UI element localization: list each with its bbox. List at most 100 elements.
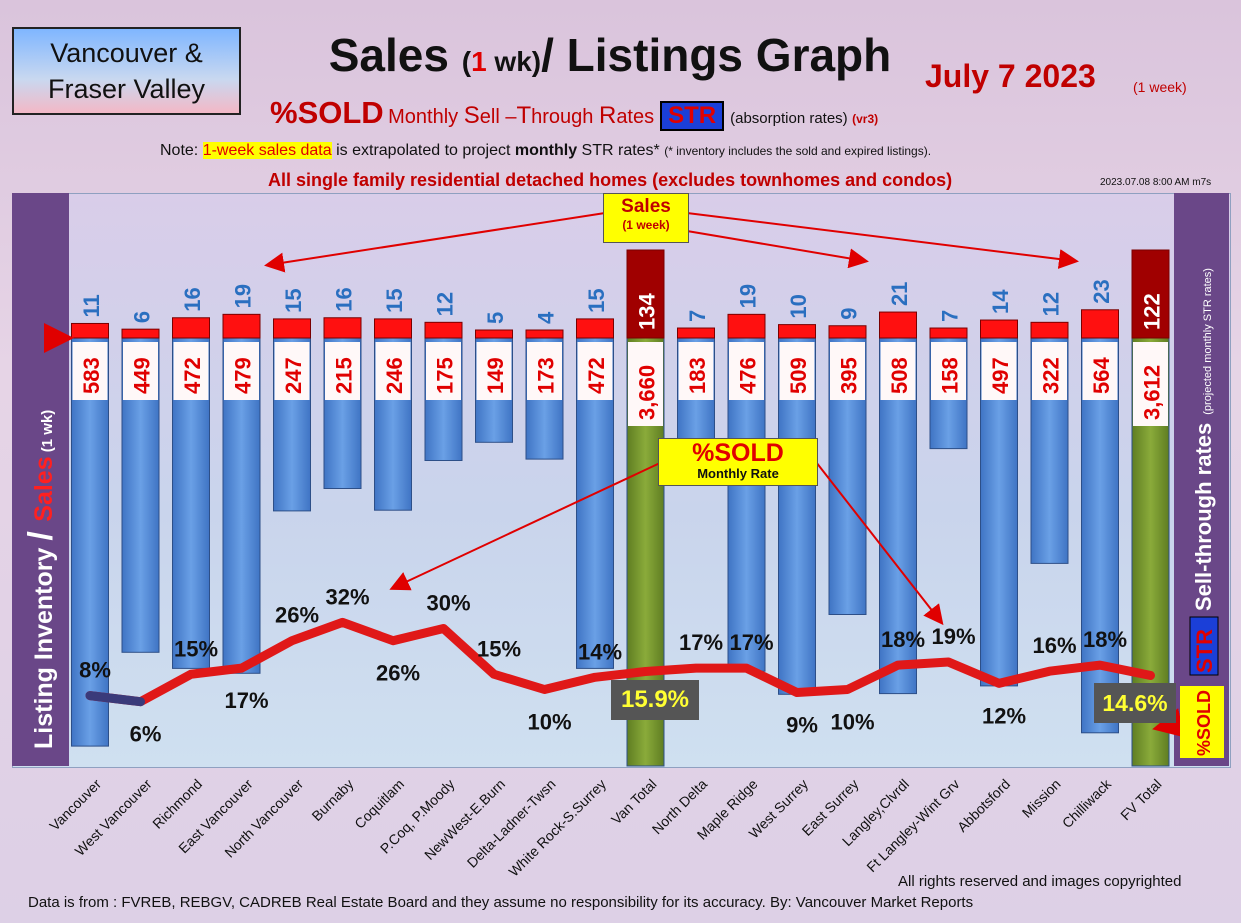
inventory-value-label: 3,612 [1140, 365, 1165, 420]
left-label-inventory: Listing Inventory [30, 541, 58, 749]
left-label-1wk: (1 wk) [39, 410, 56, 457]
right-label-small: (projected monthly STR rates) [1202, 268, 1214, 415]
sales-value-label: 9 [837, 307, 862, 319]
category-tick-label: FV Total [1117, 776, 1164, 823]
fv-total-rate-box: 14.6% [1094, 683, 1176, 723]
sold-callout: %SOLD Monthly Rate [658, 438, 818, 486]
subtitle-absorption: (absorption rates) [730, 110, 848, 127]
sales-value-label: 19 [231, 284, 256, 308]
inventory-value-label: 449 [130, 357, 155, 394]
category-tick-label: Burnaby [308, 776, 356, 824]
sales-value-label: 15 [584, 288, 609, 312]
sold-callout-line2: Monthly Rate [697, 466, 779, 481]
inventory-value-label: 247 [281, 357, 306, 394]
subtitle-ell: ell – [479, 106, 517, 128]
scope-line: All single family residential detached h… [268, 170, 953, 190]
note-small: (* inventory includes the sold and expir… [664, 144, 932, 158]
rate-value-label: 9% [786, 713, 818, 738]
sales-bar [980, 319, 1018, 339]
sales-bar [475, 329, 513, 339]
rate-value-label: 18% [1083, 627, 1127, 652]
title-post: / Listings Graph [541, 29, 892, 81]
sales-bar [929, 327, 968, 339]
left-label-sales: Sales [30, 456, 58, 521]
region-line-1: Vancouver & [50, 38, 203, 68]
inventory-label-bg [527, 342, 562, 400]
note-bold: monthly [514, 142, 578, 159]
chart-title: Sales (1 wk)/ Listings Graph [250, 28, 970, 82]
sales-bar [172, 317, 210, 339]
sales-value-label: 12 [1039, 292, 1064, 316]
inventory-value-label: 497 [988, 357, 1013, 394]
inventory-label-bg [1032, 342, 1067, 400]
category-tick-label: Ft Langley-Wint Grv [863, 776, 962, 875]
sales-value-label: 5 [483, 312, 508, 324]
inventory-label-bg [426, 342, 461, 400]
rate-value-label: 32% [325, 584, 369, 609]
inventory-label-bg [375, 342, 411, 400]
inventory-label-bg [577, 342, 613, 400]
category-tick-label: Abbotsford [954, 776, 1013, 835]
inventory-value-label: 183 [685, 357, 710, 394]
rate-value-label: 16% [1032, 633, 1076, 658]
region-label-box: Vancouver & Fraser Valley [12, 27, 241, 115]
rate-value-label: 18% [881, 627, 925, 652]
sales-value-label: 15 [382, 288, 407, 312]
rate-value-label: 10% [527, 710, 571, 735]
rate-value-label: 15% [174, 636, 218, 661]
sales-bar [1081, 309, 1119, 339]
sales-value-label: 7 [685, 310, 710, 322]
sales-bar [222, 313, 261, 339]
title-part: Sales [328, 29, 462, 81]
rate-value-label: 26% [376, 661, 420, 686]
rate-value-label: 17% [224, 688, 268, 713]
rate-value-label: 30% [426, 591, 470, 616]
inventory-value-label: 173 [534, 357, 559, 394]
inventory-value-label: 322 [1039, 357, 1064, 394]
sales-value-label: 134 [635, 293, 660, 330]
rate-value-label: 15% [477, 636, 521, 661]
sales-value-label: 16 [180, 287, 205, 311]
subtitle-monthly: Monthly [388, 106, 464, 128]
inventory-value-label: 509 [786, 357, 811, 394]
inventory-value-label: 472 [584, 357, 609, 394]
inventory-value-label: 3,660 [635, 365, 660, 420]
sales-bar [576, 318, 614, 339]
inventory-value-label: 472 [180, 357, 205, 394]
sales-value-label: 7 [938, 310, 963, 322]
category-tick-label: Delta-Ladner-Twsn [464, 776, 559, 871]
right-sold-badge-box [1180, 686, 1224, 758]
sales-bar [374, 318, 412, 339]
rate-value-label: 10% [830, 710, 874, 735]
rate-value-label: 6% [130, 722, 162, 747]
left-label-slash: / [22, 522, 60, 541]
sales-bar [828, 325, 867, 339]
inventory-value-label: 583 [79, 357, 104, 394]
source-note: Data is from : FVREB, REBGV, CADREB Real… [28, 894, 974, 911]
sales-callout: Sales (1 week) [603, 193, 689, 243]
inventory-value-label: 564 [1089, 357, 1114, 394]
inventory-label-bg [224, 342, 259, 400]
rate-value-label: 17% [679, 630, 723, 655]
sales-bar [727, 313, 766, 339]
right-sold-text: %SOLD [1194, 690, 1214, 756]
rate-value-label: 26% [275, 603, 319, 628]
right-str-badge: STR [1192, 629, 1217, 673]
rate-line [85, 617, 1155, 707]
sold-callout-line1: %SOLD [692, 439, 784, 467]
region-line-2: Fraser Valley [47, 74, 206, 104]
sales-bar [677, 327, 715, 339]
inventory-value-label: 479 [231, 357, 256, 394]
subtitle: %SOLD Monthly Sell –Through Rates STR (abs… [270, 95, 878, 131]
inventory-label-bg [173, 342, 209, 400]
title-one: 1 [471, 46, 487, 77]
sales-value-label: 15 [281, 288, 306, 312]
category-tick-label: Chilliwack [1059, 775, 1115, 831]
left-axis-band [12, 193, 69, 766]
sales-value-label: 21 [887, 282, 912, 306]
title-paren-close: wk) [486, 46, 542, 77]
sales-bar [626, 249, 665, 339]
sales-bar [1131, 249, 1170, 339]
inventory-value-label: 508 [887, 357, 912, 394]
inventory-label-bg [981, 342, 1017, 400]
